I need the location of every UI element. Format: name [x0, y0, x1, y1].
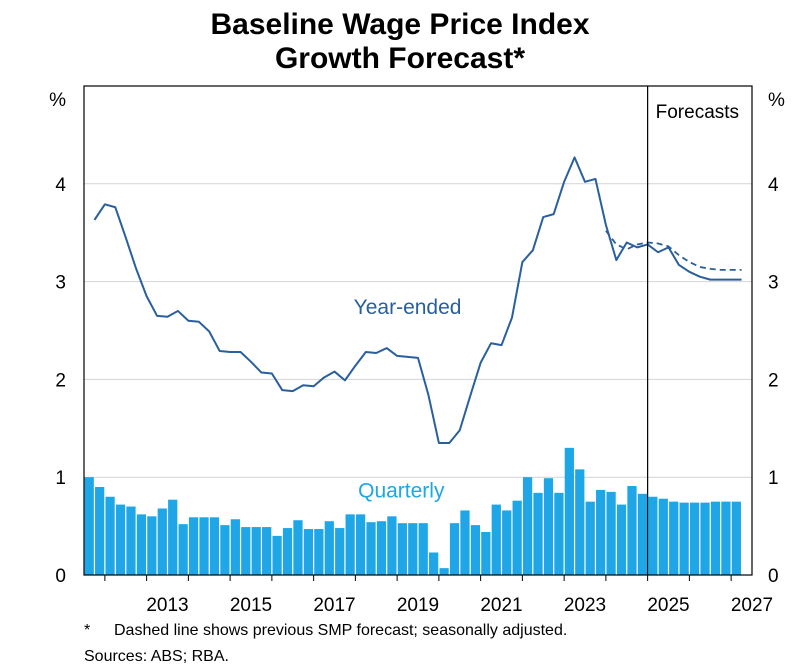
bar	[606, 491, 616, 575]
bar	[533, 492, 543, 575]
bar	[272, 535, 282, 575]
bar	[314, 529, 324, 575]
y-tick-label-left: 1	[55, 468, 66, 489]
bar	[157, 508, 167, 575]
bar	[543, 478, 554, 575]
bar	[731, 501, 741, 575]
bar	[408, 523, 418, 575]
bar	[439, 568, 449, 575]
bar	[700, 502, 710, 575]
y-tick-label-right: 1	[768, 468, 779, 489]
x-tick-label: 2027	[731, 595, 773, 616]
footnote-text: Dashed line shows previous SMP forecast;…	[114, 622, 568, 639]
bar	[209, 517, 220, 575]
sources-note: Sources: ABS; RBA.	[84, 648, 229, 665]
bar	[502, 510, 512, 575]
bar	[470, 525, 481, 575]
x-tick-label: 2017	[313, 595, 355, 616]
bar	[460, 510, 470, 575]
bar	[345, 514, 355, 575]
year-ended-label: Year-ended	[354, 296, 462, 319]
y-tick-label-left: 4	[55, 175, 66, 196]
bar	[512, 500, 522, 575]
bar	[418, 523, 428, 575]
x-tick-label: 2025	[647, 595, 689, 616]
year-ended-line	[93, 156, 742, 444]
bar	[429, 552, 439, 575]
bar	[689, 502, 700, 575]
bar	[564, 447, 574, 575]
bar	[293, 520, 303, 575]
bar	[241, 527, 251, 575]
bar	[679, 502, 689, 575]
bar	[575, 469, 585, 575]
bar	[115, 504, 126, 575]
bar	[230, 519, 240, 575]
bar	[355, 514, 366, 575]
bar	[637, 493, 648, 575]
chart-canvas: Forecasts 0 0 1 1 2 2 3 3 4 4% % 2013 2015 2017 2019 202…	[49, 85, 785, 616]
bar	[721, 501, 731, 575]
y-tick-label-left: 2	[55, 370, 66, 391]
footnote: * Dashed line shows previous SMP forecast…	[84, 622, 567, 640]
quarterly-label: Quarterly	[358, 480, 445, 503]
bar	[251, 527, 261, 575]
bar	[324, 521, 334, 575]
bar	[397, 523, 407, 575]
footnote-marker: *	[84, 622, 91, 639]
bar	[303, 529, 314, 575]
bar	[126, 506, 136, 575]
plot-frame	[83, 85, 753, 576]
bar	[554, 492, 564, 575]
bar	[648, 496, 658, 575]
y-unit-left: %	[49, 90, 66, 111]
bar	[136, 514, 147, 575]
bar	[220, 525, 230, 575]
bar	[147, 516, 157, 575]
y-tick-label-right: 0	[768, 566, 779, 587]
bar	[262, 527, 272, 575]
bar	[95, 486, 105, 575]
x-tick-label: 2023	[564, 595, 606, 616]
x-tick-label: 2021	[480, 595, 522, 616]
bar	[585, 501, 595, 575]
bar	[710, 501, 721, 575]
bar	[199, 517, 209, 575]
x-tick-label: 2015	[230, 595, 272, 616]
bar	[366, 522, 376, 575]
bar	[387, 516, 397, 575]
bar	[335, 528, 345, 575]
forecast-label: Forecasts	[656, 102, 739, 123]
x-tick-label: 2019	[397, 595, 439, 616]
bar	[188, 517, 199, 575]
bar	[522, 477, 533, 575]
bar	[491, 504, 501, 575]
y-tick-label-left: 3	[55, 273, 66, 294]
bar	[481, 531, 491, 575]
bar	[669, 501, 679, 575]
bar	[105, 496, 115, 575]
bar	[84, 477, 94, 575]
y-unit-right: %	[768, 90, 785, 111]
previous-forecast-line	[605, 230, 742, 271]
bar	[596, 489, 606, 575]
chart-title-line-2: Growth Forecast*	[274, 42, 526, 75]
bar	[449, 523, 460, 575]
chart-title-line-1: Baseline Wage Price Index	[210, 8, 590, 41]
y-tick-label-left: 0	[55, 566, 66, 587]
bar	[627, 486, 637, 575]
x-tick-label: 2013	[146, 595, 188, 616]
bar	[282, 528, 293, 575]
bar	[616, 504, 627, 575]
y-tick-label-right: 3	[768, 273, 779, 294]
bar	[178, 524, 188, 575]
y-tick-label-right: 2	[768, 370, 779, 391]
bar	[658, 498, 668, 575]
bar	[168, 499, 178, 575]
bar	[376, 521, 387, 575]
y-tick-label-right: 4	[768, 175, 779, 196]
